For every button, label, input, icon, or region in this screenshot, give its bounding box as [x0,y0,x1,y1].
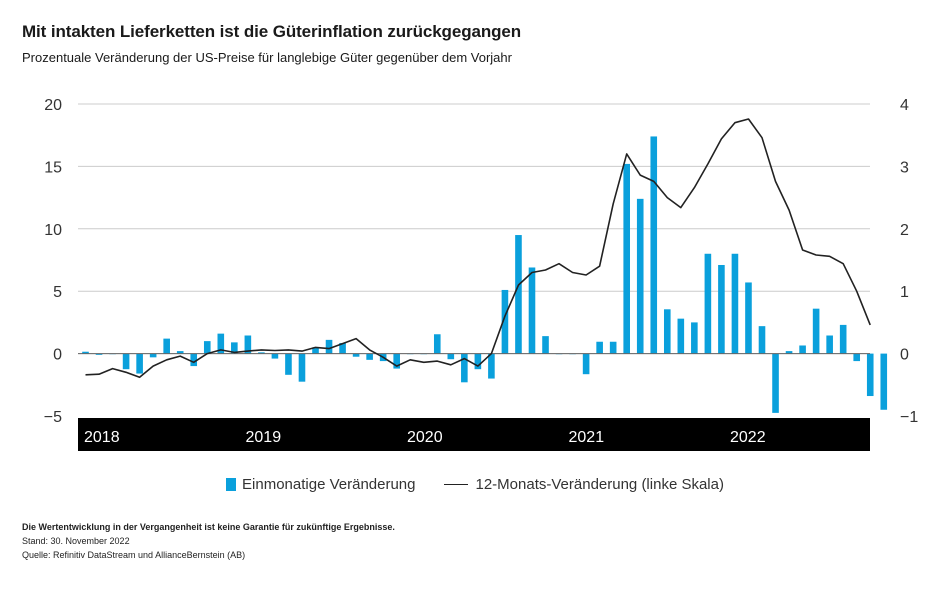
legend-item-bars: Einmonatige Veränderung [226,476,416,493]
bar [772,353,779,413]
bar [488,353,495,379]
bar [325,339,333,354]
right-tick-label: 4 [900,97,909,114]
right-tick-label: 1 [900,284,909,301]
bar [731,253,739,354]
chart-title: Mit intakten Lieferketten ist die Güteri… [22,22,522,41]
bar [352,353,360,357]
x-axis-band: 2018 2019 2020 2021 2022 [78,418,870,451]
bar [866,353,874,397]
bar [853,353,861,362]
bar [609,341,617,354]
bar [474,353,482,370]
bar [663,309,671,354]
line-swatch-icon [443,484,468,485]
disclaimer: Die Wertentwicklung in der Vergangenheit… [22,522,395,532]
bar [839,324,847,354]
bar [244,335,252,354]
bar [271,353,279,359]
bar [176,351,184,354]
bar [339,342,346,354]
bar [136,353,143,374]
bar [785,351,793,354]
bar [528,267,536,354]
axis-band [78,418,870,451]
bar [447,353,455,360]
line-series [85,118,871,379]
right-tick-label: −1 [900,409,918,426]
bar [691,322,698,354]
bar [880,353,888,410]
right-axis: 4 3 2 1 0 −1 [900,97,918,426]
right-tick-label: 2 [900,222,909,239]
bar [298,353,306,382]
bar [542,336,549,354]
bar [758,326,766,354]
bar [82,351,89,354]
year-label: 2018 [84,429,120,446]
bar [285,353,292,375]
bar [636,198,644,354]
left-tick-label: 20 [44,97,62,114]
bar [812,308,820,354]
year-label: 2020 [407,429,443,446]
right-tick-label: 3 [900,159,909,176]
left-tick-label: 0 [53,347,62,364]
bar [677,318,685,354]
bar [650,136,658,354]
bar [461,353,468,383]
year-label: 2021 [569,429,605,446]
left-tick-label: 15 [44,159,62,176]
bar [501,289,509,354]
bar [745,282,752,354]
footer: Die Wertentwicklung in der Vergangenheit… [22,520,395,562]
bar [122,353,130,370]
bar [433,334,441,354]
as-of-date: Stand: 30. November 2022 [22,536,130,546]
bar [190,353,198,367]
bar [582,353,590,375]
bar [826,335,833,354]
bar [312,347,319,354]
bar [231,342,238,354]
bar [515,235,522,354]
bar [366,353,373,360]
bar [623,163,630,354]
legend-bars-label: Einmonatige Veränderung [242,476,416,493]
bar-swatch-icon [226,478,237,491]
left-axis: 20 15 10 5 0 −5 [44,97,62,426]
bar [163,338,170,354]
legend: Einmonatige Veränderung 12-Monats-Veränd… [0,476,950,493]
bar [799,345,806,354]
bar [704,253,712,354]
bar [718,264,725,354]
right-tick-label: 0 [900,347,909,364]
line-path [85,118,871,379]
bar [217,333,225,354]
bar [258,352,265,354]
bar [596,341,603,354]
chart-subtitle: Prozentuale Veränderung der US-Preise fü… [22,50,512,65]
bar [149,353,157,358]
year-label: 2019 [246,429,282,446]
left-tick-label: 5 [53,284,62,301]
bar [95,353,103,355]
legend-line-label: 12-Monats-Veränderung (linke Skala) [475,476,724,493]
year-label: 2022 [730,429,766,446]
left-tick-label: −5 [44,409,62,426]
bar [393,353,400,369]
bar [203,341,211,354]
legend-item-line: 12-Monats-Veränderung (linke Skala) [443,476,724,493]
bar-series [82,136,888,413]
source-note: Quelle: Refinitiv DataStream und Allianc… [22,550,246,560]
left-tick-label: 10 [44,222,62,239]
